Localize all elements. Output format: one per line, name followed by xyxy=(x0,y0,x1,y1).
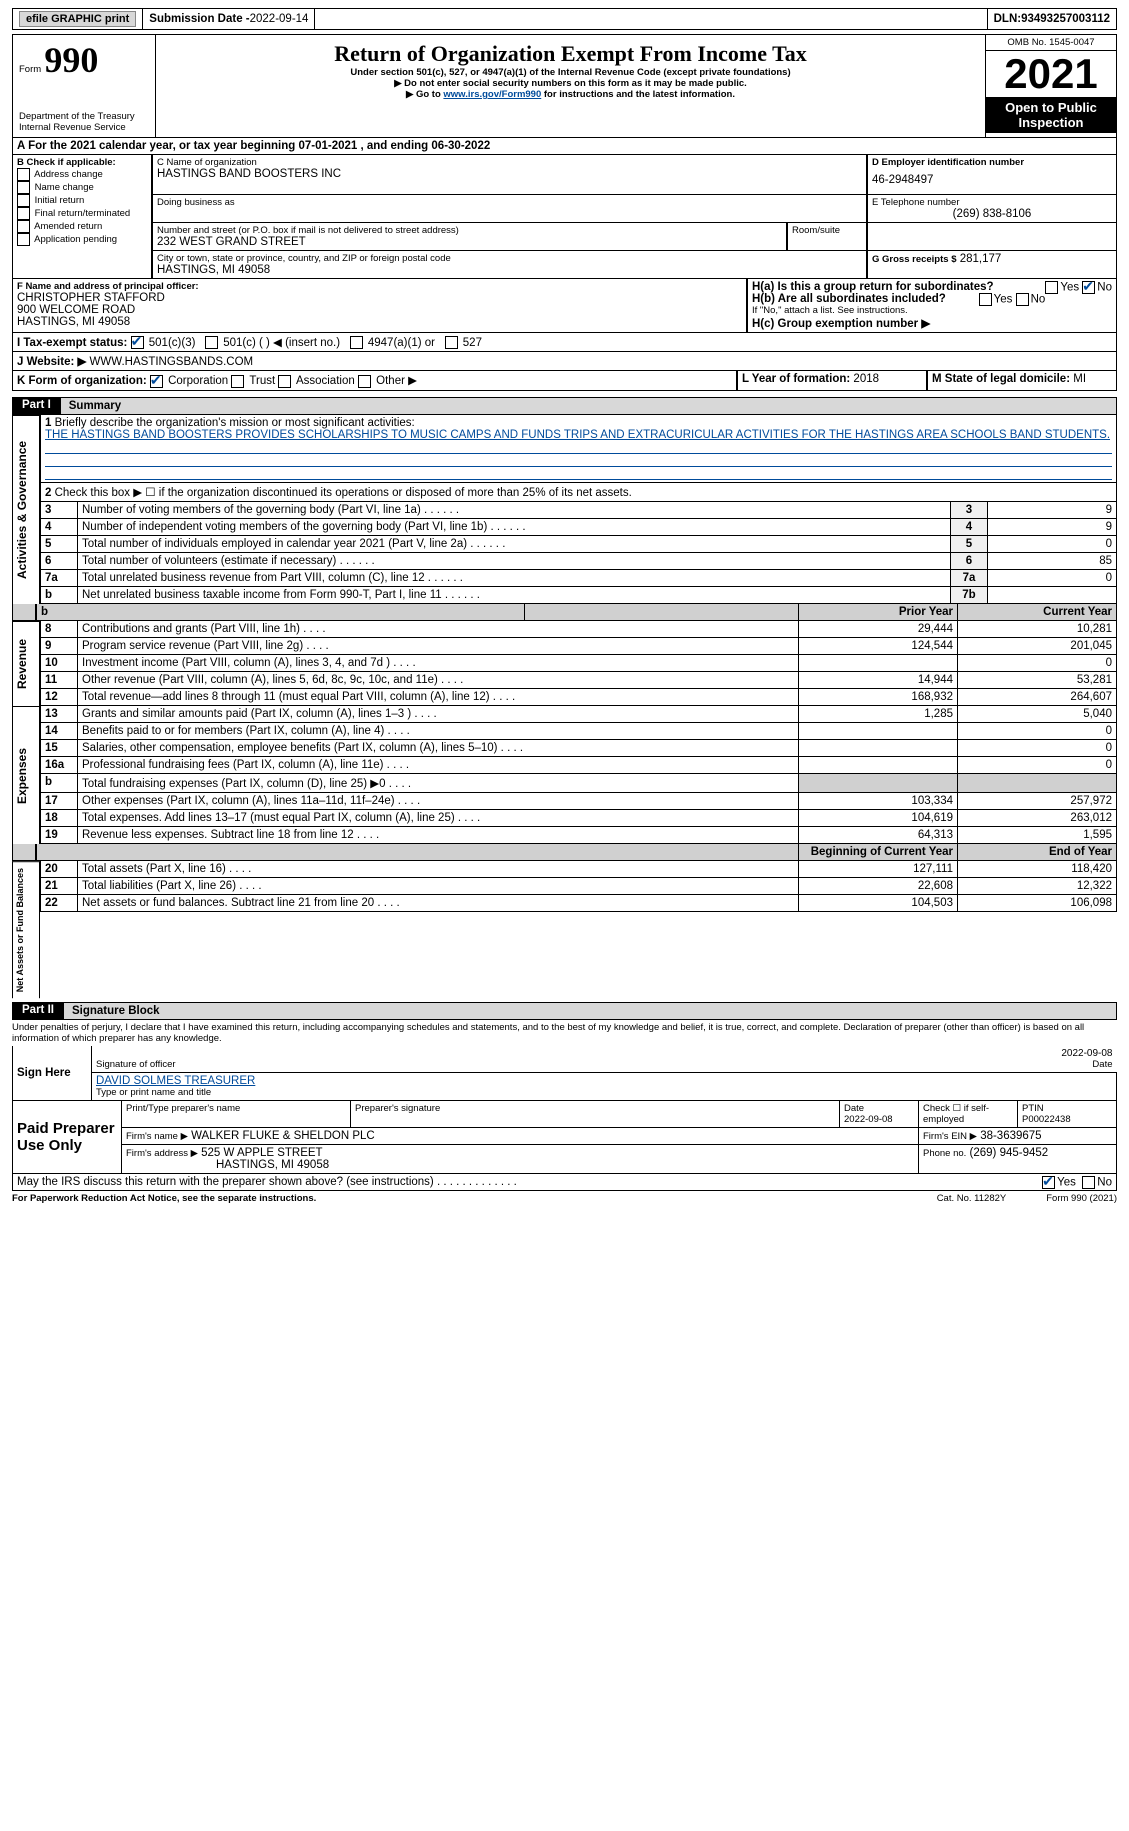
room-lbl: Room/suite xyxy=(787,223,867,251)
c-name-lbl: C Name of organization xyxy=(157,157,862,168)
sub2: ▶ Do not enter social security numbers o… xyxy=(162,78,979,89)
k-assoc[interactable] xyxy=(278,375,291,388)
hc: H(c) Group exemption number ▶ xyxy=(752,316,1112,330)
f2: 900 WELCOME ROAD xyxy=(17,304,742,316)
pra: For Paperwork Reduction Act Notice, see … xyxy=(12,1193,316,1204)
main-title: Return of Organization Exempt From Incom… xyxy=(162,41,979,67)
ptin: P00022438 xyxy=(1022,1114,1071,1125)
f-lbl: F Name and address of principal officer: xyxy=(17,281,742,292)
form-990: 990 xyxy=(44,40,98,80)
k-trust[interactable] xyxy=(231,375,244,388)
discuss-yes[interactable] xyxy=(1042,1176,1055,1189)
part1: Part I xyxy=(12,397,61,415)
f1: CHRISTOPHER STAFFORD xyxy=(17,292,742,304)
subdate-lbl: Submission Date - xyxy=(149,13,249,25)
ha: H(a) Is this a group return for subordin… xyxy=(752,281,994,293)
line-i: I Tax-exempt status: 501(c)(3) 501(c) ( … xyxy=(12,333,1117,352)
f3: HASTINGS, MI 49058 xyxy=(17,316,742,328)
q1: Briefly describe the organization's miss… xyxy=(55,417,415,429)
hb-no[interactable] xyxy=(1016,293,1029,306)
sub3post: for instructions and the latest informat… xyxy=(541,89,735,100)
summary: Summary xyxy=(61,397,1117,415)
hb: H(b) Are all subordinates included? xyxy=(752,293,946,305)
dln-lbl: DLN: xyxy=(994,13,1021,25)
sign-here: Sign Here xyxy=(13,1046,92,1101)
i-4947[interactable] xyxy=(350,336,363,349)
g-lbl: G Gross receipts $ xyxy=(872,254,956,265)
dln: 93493257003112 xyxy=(1021,13,1110,25)
sub1: Under section 501(c), 527, or 4947(a)(1)… xyxy=(162,67,979,78)
ha-yes[interactable] xyxy=(1045,281,1058,294)
line-j: J Website: ▶ WWW.HASTINGSBANDS.COM xyxy=(12,352,1117,371)
catno: Cat. No. 11282Y xyxy=(937,1193,1007,1204)
e-lbl: E Telephone number xyxy=(872,197,1112,208)
b-opt[interactable] xyxy=(17,207,30,220)
dept: Department of the Treasury xyxy=(19,111,149,122)
signer: DAVID SOLMES TREASURER xyxy=(96,1075,1112,1087)
sub3p: ▶ Go to xyxy=(406,89,443,100)
year-formed: 2018 xyxy=(853,373,879,385)
part2: Part II xyxy=(12,1002,64,1020)
form-word: Form xyxy=(19,64,41,75)
street-lbl: Number and street (or P.O. box if mail i… xyxy=(157,225,782,236)
firm-ein: 38-3639675 xyxy=(980,1130,1041,1142)
b-opt[interactable] xyxy=(17,220,30,233)
line-a: A For the 2021 calendar year, or tax yea… xyxy=(12,138,1117,155)
discuss: May the IRS discuss this return with the… xyxy=(12,1174,1117,1191)
firm-phone: (269) 945-9452 xyxy=(970,1147,1049,1159)
form990-link[interactable]: www.irs.gov/Form990 xyxy=(443,89,541,100)
i-501c3[interactable] xyxy=(131,336,144,349)
phone: (269) 838-8106 xyxy=(872,208,1112,220)
dba-lbl: Doing business as xyxy=(157,197,862,208)
i-527[interactable] xyxy=(445,336,458,349)
form-header: Form 990 Department of the Treasury Inte… xyxy=(12,34,1117,138)
b-opt[interactable] xyxy=(17,233,30,246)
mission: THE HASTINGS BAND BOOSTERS PROVIDES SCHO… xyxy=(45,429,1110,441)
k-other[interactable] xyxy=(358,375,371,388)
side-net: Net Assets or Fund Balances xyxy=(12,861,40,998)
b-opt[interactable] xyxy=(17,181,30,194)
org-name: HASTINGS BAND BOOSTERS INC xyxy=(157,168,862,180)
line-k: K Form of organization: Corporation Trus… xyxy=(12,371,737,390)
b-opt[interactable] xyxy=(17,168,30,181)
omb: OMB No. 1545-0047 xyxy=(986,35,1116,51)
firm-addr2: HASTINGS, MI 49058 xyxy=(216,1159,329,1171)
subdate: 2022-09-14 xyxy=(250,13,309,25)
open-inspect: Open to Public Inspection xyxy=(986,98,1116,133)
gross: 281,177 xyxy=(960,253,1002,265)
hb-yes[interactable] xyxy=(979,293,992,306)
side-rev: Revenue xyxy=(12,621,40,706)
efile-btn[interactable]: efile GRAPHIC print xyxy=(19,11,136,27)
ha-no[interactable] xyxy=(1082,281,1095,294)
hb-note: If "No," attach a list. See instructions… xyxy=(752,305,1112,316)
irs: Internal Revenue Service xyxy=(19,122,149,133)
box-b: B Check if applicable: Address change Na… xyxy=(12,155,152,279)
b-opt[interactable] xyxy=(17,194,30,207)
state: MI xyxy=(1073,373,1086,385)
i-501c[interactable] xyxy=(205,336,218,349)
ein: 46-2948497 xyxy=(872,168,1112,192)
k-corp[interactable] xyxy=(150,375,163,388)
website: WWW.HASTINGSBANDS.COM xyxy=(90,356,254,368)
penalties: Under penalties of perjury, I declare th… xyxy=(12,1020,1117,1046)
side-exp: Expenses xyxy=(12,706,40,844)
city-lbl: City or town, state or province, country… xyxy=(157,253,862,264)
form-foot: Form 990 (2021) xyxy=(1046,1193,1117,1204)
taxyear: 2021 xyxy=(986,51,1116,98)
d-lbl: D Employer identification number xyxy=(872,157,1112,168)
paid-prep: Paid Preparer Use Only xyxy=(13,1101,122,1174)
city: HASTINGS, MI 49058 xyxy=(157,264,862,276)
sigblock: Signature Block xyxy=(64,1002,1117,1020)
q2: Check this box ▶ ☐ if the organization d… xyxy=(55,487,632,499)
firm: WALKER FLUKE & SHELDON PLC xyxy=(191,1130,375,1142)
side-ag: Activities & Governance xyxy=(12,415,40,604)
top-bar: efile GRAPHIC print Submission Date - 20… xyxy=(12,8,1117,30)
discuss-no[interactable] xyxy=(1082,1176,1095,1189)
firm-addr1: 525 W APPLE STREET xyxy=(201,1147,322,1159)
street: 232 WEST GRAND STREET xyxy=(157,236,782,248)
